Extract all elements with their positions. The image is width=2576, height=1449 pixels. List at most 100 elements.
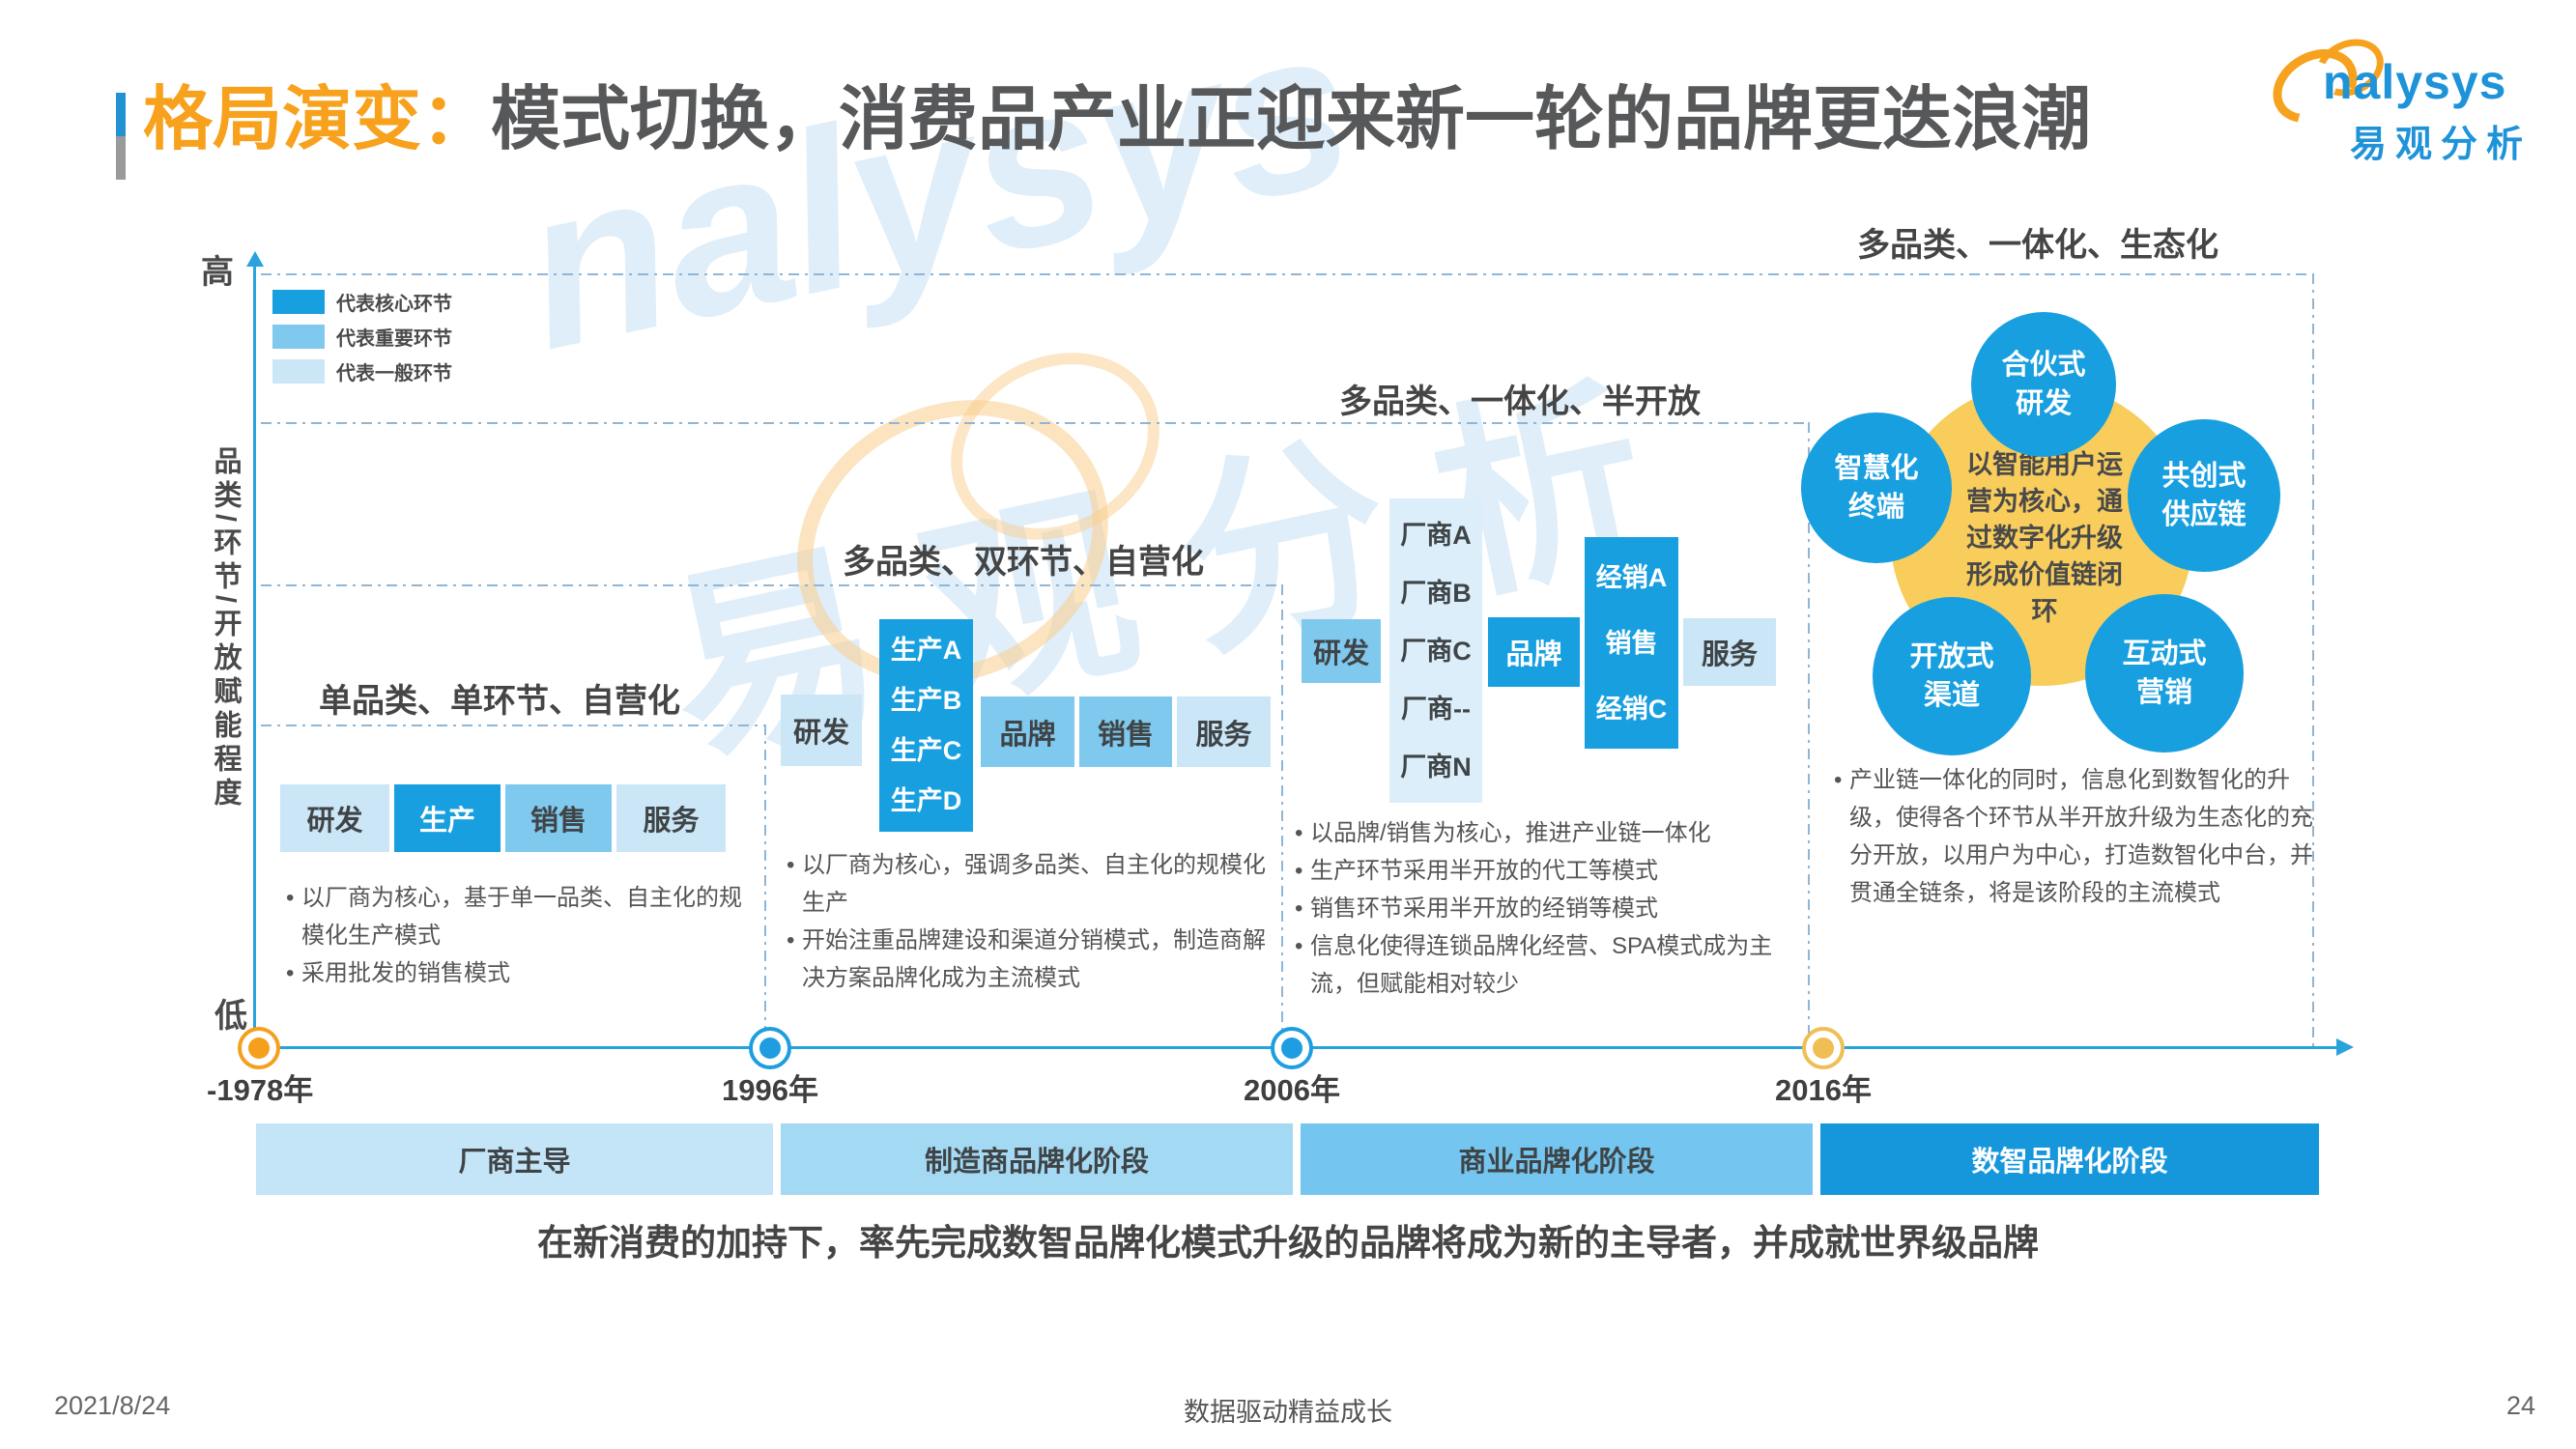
milestone-dot: [248, 1037, 270, 1059]
stage4-title: 多品类、一体化、生态化: [1857, 227, 2218, 264]
stage3-box-distribution-list: 经销A 销售 经销C: [1585, 537, 1678, 749]
legend-row-general: 代表一般环节: [272, 357, 452, 385]
page-title-rest: 模式切换，消费品产业正迎来新一轮的品牌更迭浪潮: [491, 81, 2092, 158]
bullet-item: 以厂商为核心，基于单一品类、自主化的规模化生产模式: [286, 879, 756, 954]
y-axis-label: 品类/环节/开放赋能程度: [210, 446, 241, 812]
footer-date: 2021/8/24: [54, 1391, 171, 1420]
distribution-item: 经销A: [1595, 562, 1668, 592]
stage2-box-production-list: 生产A 生产B 生产C 生产D: [879, 619, 973, 832]
ecosystem-satellite-supplychain: 共创式供应链: [2128, 419, 2280, 572]
stage2-top-dash-line: [261, 584, 1281, 586]
bullet-item: 以厂商为核心，强调多品类、自主化的规模化生产: [787, 846, 1281, 922]
watermark-latin: nalysys: [502, 0, 1371, 398]
legend-row-core: 代表核心环节: [272, 288, 452, 316]
conclusion-text: 在新消费的加持下，率先完成数智品牌化模式升级的品牌将成为新的主导者，并成就世界级…: [537, 1223, 2039, 1263]
era-bar-manufacturer-brand: 制造商品牌化阶段: [781, 1123, 1293, 1195]
milestone-dot: [759, 1037, 781, 1059]
legend-swatch-general: [272, 359, 325, 384]
year-label-2016: 2016年: [1775, 1073, 1872, 1107]
stage2-right-dash-line: [1281, 584, 1283, 1046]
era-bar-vendor-led: 厂商主导: [256, 1123, 773, 1195]
stage3-box-vendor-list: 厂商A 厂商B 厂商C 厂商-- 厂商N: [1389, 498, 1482, 803]
bullet-item: 销售环节采用半开放的经销等模式: [1295, 890, 1809, 927]
year-label-1996: 1996年: [722, 1073, 818, 1107]
stage4-right-dash-line: [2312, 273, 2314, 1046]
stage2-bullets: 以厂商为核心，强调多品类、自主化的规模化生产 开始注重品牌建设和渠道分销模式，制…: [787, 846, 1281, 997]
vendor-item: 厂商A: [1400, 520, 1472, 550]
logo-cn-text: 易观分析: [2350, 125, 2533, 165]
vendor-item: 厂商N: [1400, 752, 1472, 781]
stage3-title: 多品类、一体化、半开放: [1339, 384, 1701, 420]
stage3-box-brand: 品牌: [1488, 617, 1580, 687]
era-bar-commercial-brand: 商业品牌化阶段: [1301, 1123, 1813, 1195]
stage1-box-rd: 研发: [280, 784, 389, 852]
stage2-box-service: 服务: [1177, 696, 1271, 767]
y-axis-arrow-icon: [246, 251, 264, 267]
stage3-bullets: 以品牌/销售为核心，推进产业链一体化 生产环节采用半开放的代工等模式 销售环节采…: [1295, 814, 1809, 1003]
stage2-box-sales: 销售: [1079, 696, 1172, 767]
milestone-2016: [1802, 1027, 1845, 1069]
production-item: 生产B: [890, 686, 962, 715]
year-label-1978: -1978年: [207, 1073, 314, 1107]
satellite-label: 智慧化终端: [1834, 453, 1919, 523]
stage3-box-service: 服务: [1683, 618, 1776, 686]
bullet-item: 以品牌/销售为核心，推进产业链一体化: [1295, 814, 1809, 852]
distribution-item: 销售: [1605, 628, 1658, 658]
production-item: 生产C: [890, 736, 962, 765]
year-label-2006: 2006年: [1244, 1073, 1340, 1107]
satellite-label: 合伙式研发: [2001, 350, 2086, 419]
stage3-box-rd: 研发: [1302, 619, 1381, 683]
bullet-item: 生产环节采用半开放的代工等模式: [1295, 852, 1809, 890]
bullet-item: 开始注重品牌建设和渠道分销模式，制造商解决方案品牌化成为主流模式: [787, 922, 1281, 997]
satellite-label: 互动式营销: [2122, 639, 2207, 708]
legend-swatch-important: [272, 325, 325, 349]
y-axis-line: [253, 267, 256, 1047]
bullet-item: 产业链一体化的同时，信息化到数智化的升级，使得各个环节从半开放升级为生态化的充分…: [1834, 761, 2315, 912]
stage1-right-dash-line: [764, 724, 766, 1046]
footer-slogan: 数据驱动精益成长: [1184, 1398, 1392, 1427]
ecosystem-satellite-channel: 开放式渠道: [1873, 597, 2031, 755]
stage1-title: 单品类、单环节、自营化: [319, 683, 680, 720]
era-bar-digital-brand: 数智品牌化阶段: [1820, 1123, 2319, 1195]
milestone-dot: [1281, 1037, 1302, 1059]
stage2-box-brand: 品牌: [981, 696, 1074, 767]
bullet-item: 信息化使得连锁品牌化经营、SPA模式成为主流，但赋能相对较少: [1295, 927, 1809, 1003]
production-item: 生产A: [890, 636, 962, 665]
vendor-item: 厂商C: [1400, 636, 1472, 666]
page-title: 格局演变：模式切换，消费品产业正迎来新一轮的品牌更迭浪潮: [143, 62, 2091, 163]
footer-page-number: 24: [2505, 1391, 2535, 1420]
legend-label: 代表重要环节: [336, 328, 452, 350]
ecosystem-center-text: 以智能用户运营为核心，通过数字化升级形成价值链闭环: [1966, 450, 2123, 626]
stage2-title: 多品类、双环节、自营化: [843, 544, 1204, 581]
stage1-box-service: 服务: [616, 784, 726, 852]
analysys-logo: nalysys 易观分析: [2259, 28, 2568, 185]
ecosystem-satellite-rd: 合伙式研发: [1971, 312, 2116, 457]
satellite-label: 开放式渠道: [1909, 641, 1994, 711]
milestone-2006: [1271, 1027, 1313, 1069]
stage1-top-dash-line: [261, 724, 764, 726]
stage1-box-sales: 销售: [505, 784, 612, 852]
bullet-item: 采用批发的销售模式: [286, 954, 756, 992]
stage3-right-dash-line: [1808, 422, 1810, 1046]
legend-label: 代表核心环节: [336, 294, 452, 315]
stage1-box-production: 生产: [394, 784, 501, 852]
ecosystem-satellite-terminal: 智慧化终端: [1801, 412, 1952, 563]
legend-row-important: 代表重要环节: [272, 323, 452, 351]
milestone-dot: [1813, 1037, 1834, 1059]
timeline-arrow-icon: [2336, 1038, 2354, 1056]
axis-high-label: 高: [201, 254, 234, 291]
legend-label: 代表一般环节: [336, 363, 452, 384]
legend-swatch-core: [272, 290, 325, 314]
logo-latin-text: nalysys: [2323, 55, 2507, 109]
axis-low-label: 低: [215, 998, 247, 1035]
distribution-item: 经销C: [1595, 694, 1668, 724]
stage2-box-rd: 研发: [781, 695, 862, 766]
title-accent-bar: [116, 93, 126, 180]
production-item: 生产D: [890, 786, 962, 815]
stage3-top-dash-line: [261, 422, 1808, 424]
vendor-item: 厂商B: [1400, 578, 1472, 608]
stage1-bullets: 以厂商为核心，基于单一品类、自主化的规模化生产模式 采用批发的销售模式: [286, 879, 756, 992]
milestone-1996: [749, 1027, 791, 1069]
page-title-highlight: 格局演变：: [143, 81, 492, 158]
